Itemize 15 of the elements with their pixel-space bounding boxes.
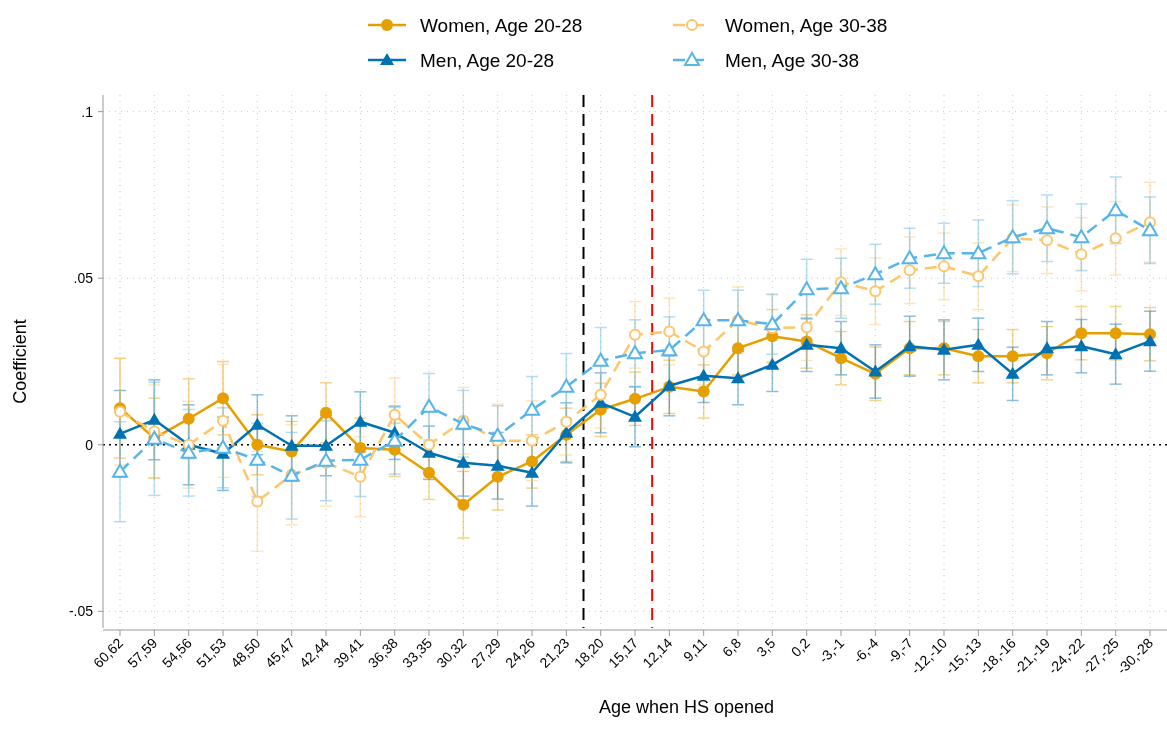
x-tick-label: -3,-1: [815, 634, 848, 667]
x-tick-label: 9,11: [679, 634, 710, 665]
x-tick-label: 6,8: [719, 634, 745, 660]
legend-label: Women, Age 30-38: [725, 14, 888, 36]
x-axis-title: Age when HS opened: [598, 697, 775, 717]
y-tick-label: 0: [85, 436, 94, 453]
legend-label: Men, Age 20-28: [420, 49, 555, 71]
y-tick-label: .05: [73, 270, 94, 287]
legend-label: Women, Age 20-28: [420, 14, 583, 36]
y-axis-title: Coefficient: [10, 319, 30, 404]
legend-label: Men, Age 30-38: [725, 49, 860, 71]
x-tick-label: 0,2: [787, 634, 813, 660]
y-tick-label: .1: [81, 103, 94, 120]
y-tick-label: -.05: [68, 603, 94, 620]
x-tick-label: 3,5: [753, 634, 779, 660]
